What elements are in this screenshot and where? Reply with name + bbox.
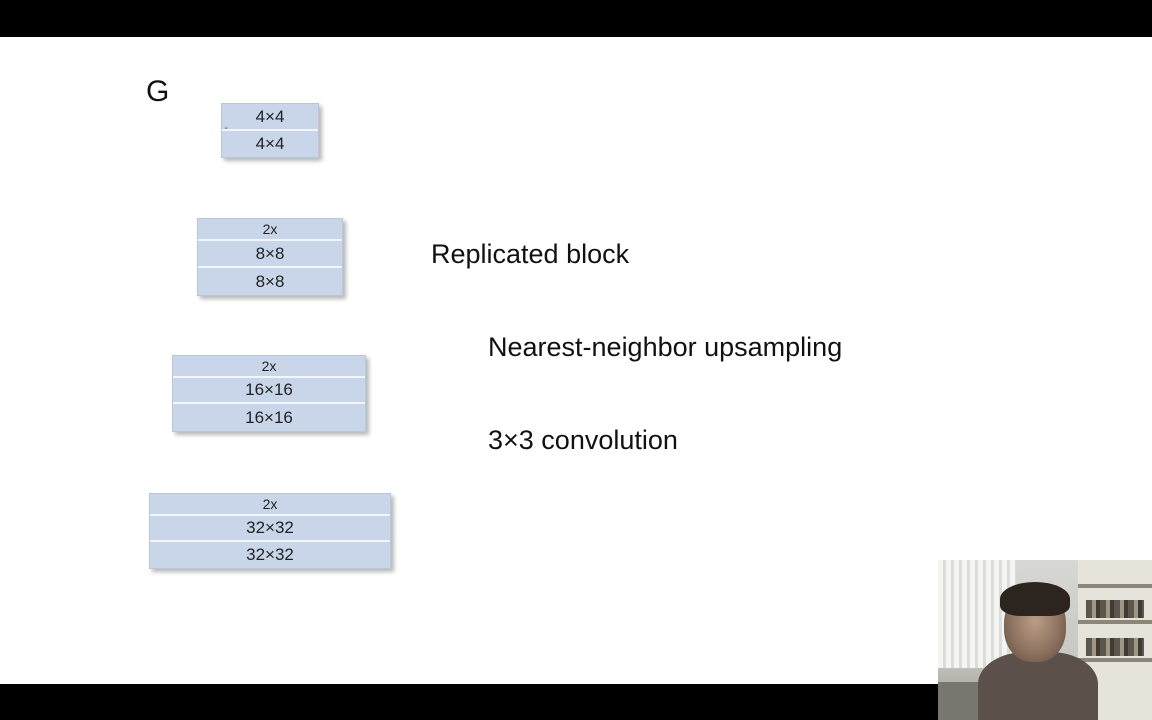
block-4x4: * 4×4 4×4 [221, 103, 319, 158]
legend-3x3-convolution: 3×3 convolution [488, 425, 678, 455]
block-row-upsample: 2x [198, 219, 342, 241]
shelf-board [1078, 658, 1152, 662]
window-blinds [938, 560, 1016, 668]
block-row: 8×8 [255, 271, 285, 291]
block-row: 4×4 [222, 104, 318, 131]
legend-nearest-neighbor-upsampling: Nearest-neighbor upsampling [488, 332, 843, 362]
block-row: 8×8 [198, 241, 342, 268]
block-row: 4×4 [255, 134, 285, 153]
generator-label: G [146, 75, 170, 108]
block-16x16: 2x 16×16 16×16 [172, 355, 366, 432]
books [1086, 638, 1144, 656]
block-row-upsample: 2x [173, 356, 365, 378]
presenter-body [978, 652, 1098, 720]
block-row: 16×16 [173, 378, 365, 404]
block-row: 16×16 [245, 407, 293, 427]
legend-replicated-block: Replicated block [431, 239, 630, 269]
block-32x32: 2x 32×32 32×32 [149, 493, 391, 569]
presenter-webcam-icon [938, 560, 1152, 720]
shelf-board [1078, 584, 1152, 588]
slide: G * 4×4 4×4 2x 8×8 8×8 2x 16×16 16×16 2x… [0, 37, 1152, 684]
shelf-board [1078, 620, 1152, 624]
block-8x8: 2x 8×8 8×8 [197, 218, 343, 296]
block-row-upsample: 2x [150, 494, 390, 516]
cursor-marker-icon: * [224, 125, 229, 137]
block-row: 32×32 [246, 545, 294, 564]
books [1086, 600, 1144, 618]
block-row: 32×32 [150, 516, 390, 542]
presenter-hair [1000, 582, 1070, 616]
